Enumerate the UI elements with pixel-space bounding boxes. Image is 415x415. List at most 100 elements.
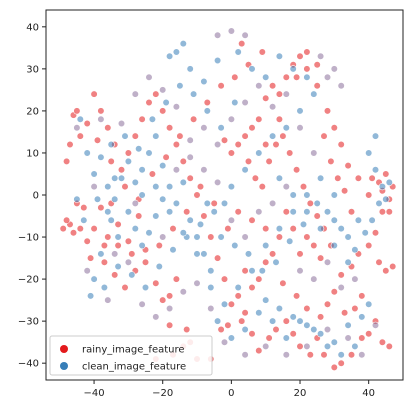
point-series-0-126 (179, 157, 187, 165)
point-series-2-48 (200, 166, 208, 174)
point-series-2-10 (227, 115, 235, 123)
point-series-0-115 (255, 275, 263, 283)
point-series-2-12 (255, 82, 263, 90)
point-series-0-169 (279, 279, 287, 287)
point-series-1-75 (344, 258, 352, 266)
point-series-0-58 (351, 304, 359, 313)
point-series-0-12 (86, 254, 95, 262)
point-series-0-89 (241, 132, 249, 140)
point-series-1-7 (124, 157, 132, 165)
point-series-0-43 (282, 317, 290, 325)
point-series-1-51 (179, 39, 187, 48)
point-series-1-130 (207, 283, 215, 292)
point-series-0-44 (289, 330, 297, 338)
point-series-0-68 (371, 229, 380, 237)
point-series-1-118 (382, 195, 390, 203)
point-series-1-70 (275, 174, 284, 182)
point-series-2-16 (310, 149, 318, 157)
point-series-1-139 (330, 191, 338, 199)
legend: rainy_image_feature clean_image_feature (49, 335, 213, 376)
point-series-0-61 (337, 271, 345, 279)
point-series-1-94 (317, 330, 325, 338)
point-series-0-112 (275, 233, 284, 241)
legend-label-clean: clean_image_feature (82, 362, 186, 373)
point-series-0-188 (368, 174, 376, 182)
x-tick-label: 40 (362, 388, 375, 399)
point-series-1-48 (217, 124, 225, 132)
point-series-0-135 (117, 166, 126, 174)
point-series-1-88 (217, 233, 225, 241)
point-series-0-146 (162, 153, 170, 161)
point-series-0-42 (272, 325, 280, 334)
point-series-1-46 (190, 90, 198, 98)
point-series-2-31 (323, 325, 332, 334)
point-series-1-60 (289, 65, 297, 73)
point-series-1-138 (317, 174, 325, 182)
point-series-1-102 (310, 325, 318, 334)
point-series-0-107 (310, 241, 318, 250)
point-series-0-101 (299, 183, 308, 191)
point-series-0-117 (241, 267, 249, 275)
point-series-0-137 (104, 124, 112, 132)
point-series-0-20 (135, 212, 143, 220)
point-series-1-98 (365, 300, 373, 308)
point-series-1-85 (258, 267, 266, 275)
point-series-0-36 (224, 321, 232, 329)
point-series-2-36 (330, 65, 338, 73)
point-series-1-119 (385, 178, 393, 186)
point-series-2-27 (241, 351, 249, 359)
point-series-2-32 (344, 334, 352, 342)
point-series-1-30 (86, 292, 95, 300)
point-series-1-126 (152, 183, 160, 191)
point-series-0-96 (265, 157, 273, 165)
legend-box (49, 335, 213, 376)
point-series-1-122 (93, 195, 102, 203)
point-series-2-18 (104, 296, 112, 304)
point-series-1-8 (131, 178, 139, 186)
point-series-1-106 (255, 309, 263, 317)
point-series-1-66 (255, 149, 263, 157)
point-series-2-53 (269, 199, 277, 207)
point-series-0-53 (365, 330, 373, 338)
point-series-2-51 (241, 233, 249, 241)
point-series-0-59 (358, 292, 366, 300)
legend-marker-rainy (60, 345, 68, 353)
point-series-1-123 (104, 208, 112, 216)
point-series-1-59 (275, 52, 284, 60)
point-series-0-151 (231, 73, 239, 81)
y-tick-label: 10 (26, 148, 39, 159)
point-series-1-32 (114, 262, 122, 271)
point-series-1-13 (166, 183, 174, 191)
point-series-0-50 (337, 359, 345, 367)
point-series-0-118 (234, 292, 242, 300)
point-series-1-38 (196, 220, 205, 228)
point-series-1-67 (241, 166, 249, 174)
point-series-0-109 (296, 250, 304, 258)
point-series-0-27 (166, 321, 174, 329)
point-series-0-163 (341, 187, 349, 195)
point-series-0-91 (227, 149, 235, 157)
x-tick-label: 20 (294, 388, 307, 399)
point-series-0-176 (183, 208, 191, 216)
point-series-0-165 (323, 300, 332, 308)
point-series-0-35 (217, 325, 225, 334)
point-series-1-44 (162, 98, 170, 107)
point-series-0-174 (210, 199, 218, 207)
point-series-0-122 (207, 233, 215, 241)
point-series-0-125 (186, 174, 194, 182)
point-series-1-91 (275, 304, 284, 313)
point-series-1-35 (155, 262, 163, 271)
point-series-1-84 (272, 258, 280, 266)
point-series-1-115 (361, 229, 369, 237)
point-series-2-41 (227, 27, 235, 35)
point-series-1-109 (214, 317, 222, 325)
point-series-1-112 (378, 183, 387, 191)
point-series-1-2 (90, 170, 98, 178)
y-tick-label: −10 (18, 233, 39, 244)
point-series-1-76 (337, 225, 345, 233)
point-series-1-58 (262, 73, 270, 81)
point-series-0-164 (347, 208, 356, 216)
point-series-1-47 (203, 107, 211, 115)
point-series-2-43 (111, 250, 119, 258)
point-series-2-1 (97, 115, 105, 123)
